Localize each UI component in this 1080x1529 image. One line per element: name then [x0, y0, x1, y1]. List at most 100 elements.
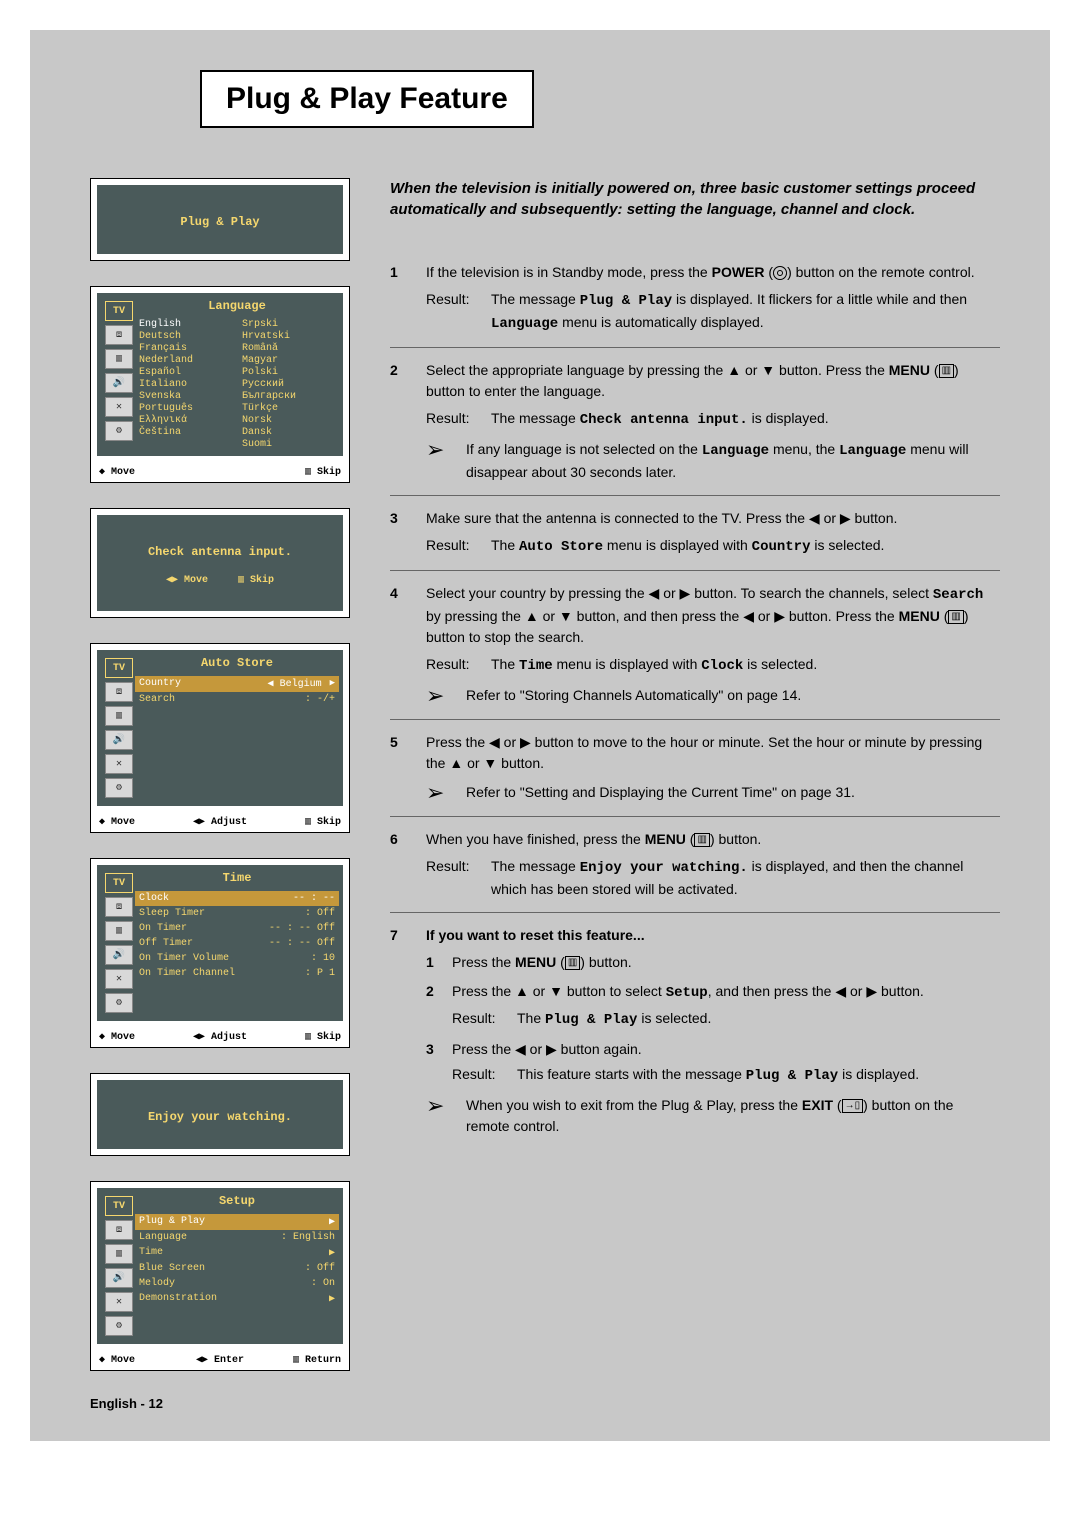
lang-item: Ελληνικά — [139, 415, 232, 426]
page-title: Plug & Play Feature — [226, 82, 508, 116]
power-icon — [773, 266, 787, 280]
menu-row: Clock-- : -- — [135, 891, 339, 906]
result: Result: The message Plug & Play is displ… — [426, 289, 1000, 335]
osd-autostore: TV ⧈ ▥ 🔊 ✕ ⚙ Auto Store Country ◀ Belgiu… — [90, 643, 350, 833]
footer-return: ▥ Return — [260, 1354, 341, 1366]
step-4: 4 Select your country by pressing the ◀ … — [390, 571, 1000, 720]
osd-setup-title: Setup — [139, 1194, 335, 1208]
setup-icon: ⚙ — [105, 778, 133, 798]
setup-icon: ⚙ — [105, 993, 133, 1013]
menu-icon: ▥ — [694, 833, 709, 847]
lang-item: Português — [139, 403, 232, 414]
step-7: 7 If you want to reset this feature... 1… — [390, 913, 1000, 1149]
note-icon: ➢ — [426, 1095, 456, 1117]
menu-row: Melody: On — [139, 1276, 335, 1291]
osd-antenna-title: Check antenna input. — [105, 545, 335, 559]
menu-row: Language: English — [139, 1230, 335, 1245]
lang-item: Norsk — [242, 415, 335, 426]
lang-item: Čeština — [139, 427, 232, 438]
note-icon: ➢ — [426, 685, 456, 707]
lang-item: Nederland — [139, 355, 232, 366]
menu-row: Country ◀ Belgium ▶ — [135, 676, 339, 692]
lang-item: Български — [242, 391, 335, 402]
menu-icon: ▥ — [565, 956, 580, 970]
osd-side-icons: TV ⧈ ▥ 🔊 ✕ ⚙ — [105, 1194, 133, 1338]
lang-item: Polski — [242, 367, 335, 378]
menu-row: Off Timer-- : -- Off — [139, 936, 335, 951]
channel-icon: ✕ — [105, 969, 133, 989]
intro-text: When the television is initially powered… — [390, 178, 1000, 220]
page-number: English - 12 — [90, 1396, 360, 1411]
tv-tab-icon: TV — [105, 1196, 133, 1216]
result: Result: The message Check antenna input.… — [426, 408, 1000, 431]
language-grid: English Srpski Deutsch Hrvatski Français… — [139, 319, 335, 450]
note-icon: ➢ — [426, 782, 456, 804]
footer-skip: ▥ Skip — [260, 1031, 341, 1043]
lang-item: Dansk — [242, 427, 335, 438]
step-number: 5 — [390, 732, 408, 804]
tv-tab-icon: TV — [105, 873, 133, 893]
menu-row: Time▶ — [139, 1245, 335, 1261]
osd-enjoy: Enjoy your watching. — [90, 1073, 350, 1156]
substep: 2 Press the ▲ or ▼ button to select Setu… — [426, 981, 1000, 1031]
lang-item: Türkçe — [242, 403, 335, 414]
lang-item: Deutsch — [139, 331, 232, 342]
lang-item: Suomi — [242, 439, 335, 450]
picture-icon: ▥ — [105, 706, 133, 726]
sound-icon: 🔊 — [105, 730, 133, 750]
step-number: 1 — [390, 262, 408, 335]
result: Result: This feature starts with the mes… — [452, 1064, 1000, 1087]
menu-row: Sleep Timer: Off — [139, 906, 335, 921]
menu-row: Blue Screen: Off — [139, 1261, 335, 1276]
note: ➢ Refer to "Setting and Displaying the C… — [426, 782, 1000, 804]
step-number: 2 — [390, 360, 408, 483]
note-icon: ➢ — [426, 439, 456, 461]
osd-plug-and-play: Plug & Play — [90, 178, 350, 261]
exit-icon: →▯ — [842, 1099, 864, 1113]
osd-enjoy-title: Enjoy your watching. — [105, 1110, 335, 1124]
result: Result: The Auto Store menu is displayed… — [426, 535, 1000, 558]
osd-language: TV ⧈ ▥ 🔊 ✕ ⚙ Language English Srpski — [90, 286, 350, 483]
picture-icon: ▥ — [105, 921, 133, 941]
menu-icon: ▥ — [948, 610, 963, 624]
footer-move: ◆ Move — [99, 1354, 180, 1366]
osd-time-title: Time — [139, 871, 335, 885]
channel-icon: ✕ — [105, 754, 133, 774]
footer-move: ◆ Move — [99, 1031, 180, 1043]
page-title-box: Plug & Play Feature — [200, 70, 534, 128]
manual-page: Plug & Play Feature Plug & Play TV ⧈ ▥ — [30, 30, 1050, 1441]
note: ➢ If any language is not selected on the… — [426, 439, 1000, 483]
lang-item: English — [139, 319, 232, 330]
lang-item: Français — [139, 343, 232, 354]
footer-skip: ▥ Skip — [305, 466, 341, 478]
menu-icon: ▥ — [939, 364, 954, 378]
result: Result: The Plug & Play is selected. — [452, 1008, 1000, 1031]
right-column: When the television is initially powered… — [390, 178, 1000, 1411]
menu-row: Search : -/+ — [139, 692, 335, 707]
footer-move: ◆ Move — [99, 816, 180, 828]
input-icon: ⧈ — [105, 1220, 133, 1240]
setup-icon: ⚙ — [105, 1316, 133, 1336]
menu-row: Demonstration▶ — [139, 1291, 335, 1307]
step-text: When you have finished, press the MENU (… — [426, 829, 1000, 850]
osd-language-title: Language — [139, 299, 335, 313]
step-text: Make sure that the antenna is connected … — [426, 508, 1000, 529]
lang-item: Italiano — [139, 379, 232, 390]
step-2: 2 Select the appropriate language by pre… — [390, 348, 1000, 496]
content-wrap: Plug & Play TV ⧈ ▥ 🔊 ✕ ⚙ — [80, 178, 1000, 1411]
left-column: Plug & Play TV ⧈ ▥ 🔊 ✕ ⚙ — [80, 178, 360, 1411]
note: ➢ Refer to "Storing Channels Automatical… — [426, 685, 1000, 707]
sound-icon: 🔊 — [105, 1268, 133, 1288]
footer-skip: ▥ Skip — [260, 816, 341, 828]
footer-skip: ▥ Skip — [238, 574, 274, 586]
lang-item: Español — [139, 367, 232, 378]
step-text: Press the ◀ or ▶ button to move to the h… — [426, 732, 1000, 774]
tv-tab-icon: TV — [105, 658, 133, 678]
note: ➢ When you wish to exit from the Plug & … — [426, 1095, 1000, 1137]
setup-icon: ⚙ — [105, 421, 133, 441]
footer-move: ◆ Move — [99, 466, 135, 478]
lang-item: Hrvatski — [242, 331, 335, 342]
step-text: Select the appropriate language by press… — [426, 360, 1000, 402]
channel-icon: ✕ — [105, 397, 133, 417]
input-icon: ⧈ — [105, 682, 133, 702]
